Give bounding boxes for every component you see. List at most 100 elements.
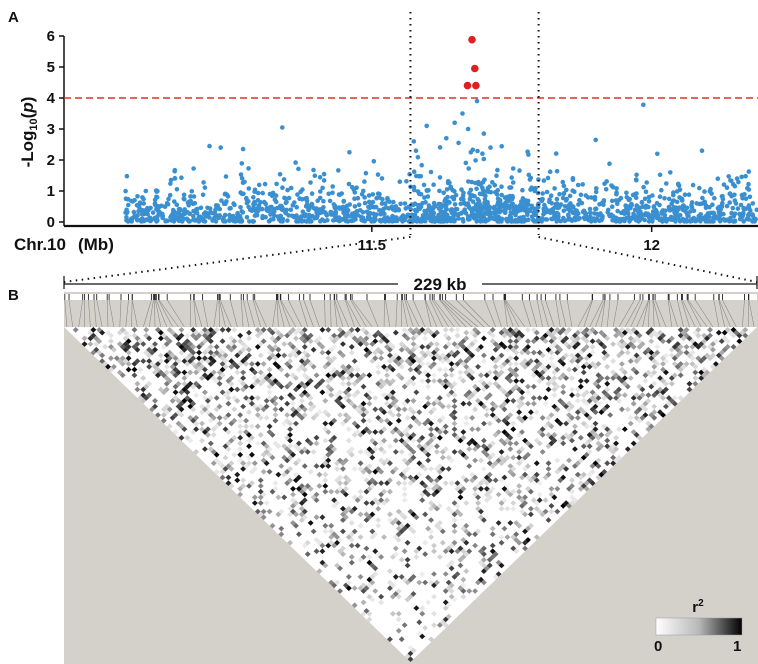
scatter-point — [641, 184, 646, 190]
ld-cell — [266, 372, 273, 379]
ld-cell — [475, 398, 481, 404]
ld-cell — [422, 335, 429, 342]
ld-cell — [210, 449, 217, 455]
ld-cell — [184, 344, 191, 350]
scatter-point — [294, 205, 300, 210]
ld-cell — [692, 329, 699, 336]
ld-cell — [87, 335, 94, 342]
ld-cell — [181, 386, 188, 393]
ld-cell — [298, 415, 305, 421]
ld-cell — [149, 361, 155, 367]
ld-cell — [178, 423, 185, 430]
ld-cell — [237, 349, 244, 356]
scatter-point — [742, 192, 747, 197]
scatter-point — [581, 208, 587, 214]
ld-cell — [498, 449, 505, 455]
ld-cell — [624, 446, 631, 452]
ld-cell — [348, 344, 355, 350]
ld-cell — [210, 369, 217, 376]
ld-cell — [448, 327, 455, 333]
ld-cell — [275, 352, 282, 359]
ld-cell — [357, 460, 364, 467]
scatter-point — [738, 202, 744, 208]
ld-cell — [639, 341, 646, 347]
marker-connector — [108, 299, 115, 328]
legend-min-label: 0 — [654, 638, 662, 655]
scatter-point — [285, 187, 290, 193]
scatter-point — [181, 196, 187, 201]
ld-cell — [604, 335, 611, 342]
y-tick-label: 5 — [47, 59, 55, 76]
ld-cell — [554, 383, 561, 390]
ld-cell — [460, 588, 467, 594]
ld-cell — [202, 372, 208, 379]
ld-cell — [166, 355, 173, 362]
ld-cell — [366, 389, 373, 396]
ld-cell — [240, 483, 247, 489]
ld-cell — [322, 454, 329, 461]
scatter-point — [246, 166, 251, 171]
scatter-point — [531, 210, 536, 215]
ld-cell — [463, 477, 470, 484]
marker-connector — [402, 299, 408, 328]
ld-cell — [566, 434, 572, 441]
ld-cell — [313, 514, 320, 521]
ld-cell — [404, 398, 411, 404]
ld-cell — [701, 338, 708, 344]
ld-cell — [569, 392, 575, 398]
scatter-point — [438, 202, 443, 208]
ld-cell — [522, 454, 528, 461]
ld-cell — [434, 579, 440, 586]
scatter-point — [321, 198, 326, 204]
ld-cell — [624, 327, 631, 333]
ld-cell — [595, 395, 602, 401]
ld-cell — [442, 480, 449, 486]
scatter-point — [309, 191, 315, 196]
ld-cell — [498, 505, 505, 512]
scatter-point — [576, 202, 581, 207]
scatter-point — [509, 201, 515, 207]
ld-cell — [442, 571, 449, 577]
scatter-point — [409, 214, 415, 220]
ld-cell — [536, 361, 543, 367]
scatter-point — [437, 145, 443, 150]
ld-cell — [419, 349, 426, 356]
ld-cell — [677, 366, 684, 373]
scatter-point — [192, 200, 198, 206]
ld-cell — [366, 349, 373, 356]
ld-cell — [478, 508, 484, 515]
ld-cell — [589, 349, 596, 356]
scatter-point — [386, 216, 392, 222]
ld-cell — [592, 426, 599, 432]
scatter-point — [499, 192, 505, 198]
ld-cell — [395, 531, 402, 538]
ld-cell — [486, 471, 493, 478]
scatter-point — [318, 189, 323, 194]
ld-cell — [155, 361, 161, 367]
ld-cell — [293, 511, 299, 518]
scatter-point — [343, 217, 349, 222]
ld-cell — [501, 332, 508, 339]
ld-cell — [633, 369, 640, 376]
ld-cell — [439, 352, 446, 359]
scatter-point — [451, 213, 456, 219]
ld-cell — [486, 477, 493, 484]
ld-cell — [671, 400, 678, 407]
marker-connector — [218, 299, 220, 328]
scatter-point — [159, 203, 164, 209]
ld-cell — [366, 372, 373, 379]
ld-cell — [263, 460, 270, 467]
ld-cell — [401, 429, 408, 435]
scatter-point — [330, 190, 335, 196]
scatter-point — [240, 146, 246, 152]
scatter-point — [610, 184, 616, 190]
ld-cell — [337, 537, 343, 543]
ld-cell — [431, 503, 437, 509]
ld-cell — [721, 335, 728, 342]
ld-cell — [307, 378, 314, 384]
ld-cell — [237, 417, 244, 424]
ld-cell — [378, 378, 385, 384]
ld-cell — [419, 378, 426, 384]
scatter-point — [428, 169, 434, 175]
scatter-point — [677, 187, 683, 193]
